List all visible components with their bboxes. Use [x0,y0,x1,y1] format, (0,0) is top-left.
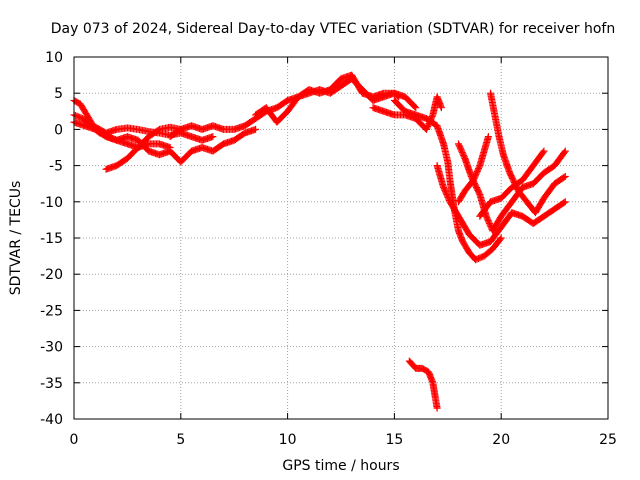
x-tick-label: 10 [279,432,297,448]
data-point [437,104,445,112]
x-tick-label: 20 [492,432,510,448]
y-tick-label: -35 [40,376,63,392]
y-tick-label: 5 [54,86,63,102]
y-axis-label: SDTVAR / TECUs [8,181,24,296]
data-point [496,235,504,243]
data-point [433,404,441,412]
data-point [560,199,568,207]
y-tick-label: -5 [49,159,63,175]
data-point [484,133,492,141]
data-point [428,112,436,120]
y-tick-label: 0 [54,122,63,138]
y-tick-labels: 10 5 0 -5 -10 -15 -20 -25 -30 -35 -40 [40,50,63,428]
data-point [497,234,505,242]
x-axis-label: GPS time / hours [282,458,399,474]
grid [74,57,608,419]
data-point [252,125,260,133]
y-tick-label: -40 [40,412,63,428]
data-point [561,147,569,155]
x-tick-labels: 0 5 10 15 20 25 [70,432,617,448]
data-point [412,104,420,112]
data-markers [70,71,569,412]
data-point [209,133,217,141]
data-point [560,173,568,181]
data-point [395,93,403,101]
y-tick-label: -15 [40,231,63,247]
data-point [540,147,548,155]
data-point [539,148,547,156]
axis-ticks [73,56,609,420]
data-point [411,103,419,111]
x-tick-label: 5 [176,432,185,448]
x-tick-label: 25 [599,432,617,448]
x-tick-label: 15 [385,432,403,448]
x-tick-label: 0 [70,432,79,448]
data-point [560,148,568,156]
chart-title: Day 073 of 2024, Sidereal Day-to-day VTE… [51,21,615,37]
data-point [394,92,402,100]
data-point [561,172,569,180]
y-tick-label: -10 [40,195,63,211]
y-tick-label: -30 [40,340,63,356]
y-tick-label: 10 [45,50,63,66]
y-tick-label: -20 [40,267,63,283]
y-tick-label: -25 [40,303,63,319]
data-point [561,198,569,206]
